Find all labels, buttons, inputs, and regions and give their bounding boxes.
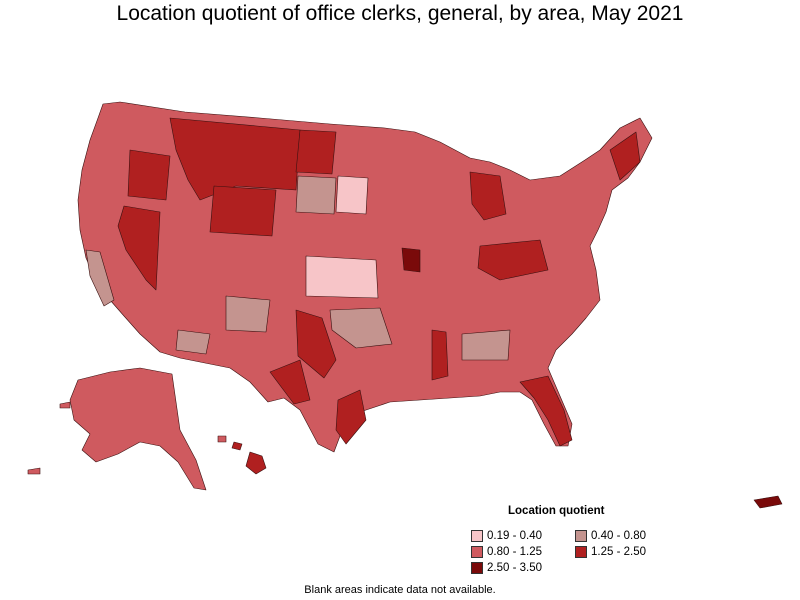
region-north-dakota-east [335, 175, 369, 215]
legend-label-2: 0.80 - 1.25 [487, 546, 542, 558]
legend-item-4: 2.50 - 3.50 [471, 562, 542, 574]
region-mississippi [431, 329, 449, 381]
map-title: Location quotient of office clerks, gene… [116, 2, 684, 25]
region-aleutian-fragment-2 [27, 467, 41, 475]
region-aleutian-fragment [59, 401, 71, 409]
region-nevada [117, 205, 161, 291]
region-north-dakota-west [295, 129, 337, 175]
region-california-coast [85, 249, 115, 307]
region-south-texas [335, 389, 367, 445]
legend-label-1: 0.40 - 0.80 [591, 530, 646, 542]
region-kansas [305, 255, 379, 299]
region-hawaii-oahu [217, 435, 227, 443]
legend-item-2: 0.80 - 1.25 [471, 546, 542, 558]
legend-label-3: 1.25 - 2.50 [591, 546, 646, 558]
legend-swatch-3 [575, 546, 587, 558]
region-tennessee-south [461, 329, 511, 361]
region-florida [519, 375, 573, 447]
region-west-texas [269, 359, 311, 405]
legend-swatch-4 [471, 562, 483, 574]
region-alaska [69, 367, 207, 491]
legend-item-1: 0.40 - 0.80 [575, 530, 646, 542]
legend-swatch-0 [471, 530, 483, 542]
legend-label-0: 0.19 - 0.40 [487, 530, 542, 542]
legend-swatch-1 [575, 530, 587, 542]
region-oregon-east [127, 149, 171, 201]
region-hawaii-maui [231, 441, 243, 451]
region-wyoming [209, 185, 277, 237]
footnote: Blank areas indicate data not available. [304, 584, 496, 596]
legend-label-4: 2.50 - 3.50 [487, 562, 542, 574]
legend-item-3: 1.25 - 2.50 [575, 546, 646, 558]
region-texas-panhandle [295, 309, 337, 379]
region-arizona-south [175, 329, 211, 355]
region-new-mexico-north [225, 295, 271, 333]
region-missouri-east [401, 247, 421, 273]
map-regions [27, 101, 783, 509]
legend-swatch-2 [471, 546, 483, 558]
legend-title: Location quotient [508, 505, 605, 517]
region-michigan [469, 171, 507, 221]
region-south-dakota-west [295, 175, 337, 215]
region-new-england [609, 131, 641, 181]
legend-item-0: 0.19 - 0.40 [471, 530, 542, 542]
region-kentucky-ohio [477, 239, 549, 281]
region-hawaii-big-island [245, 451, 267, 475]
region-oklahoma [329, 307, 393, 349]
region-puerto-rico [753, 495, 783, 509]
